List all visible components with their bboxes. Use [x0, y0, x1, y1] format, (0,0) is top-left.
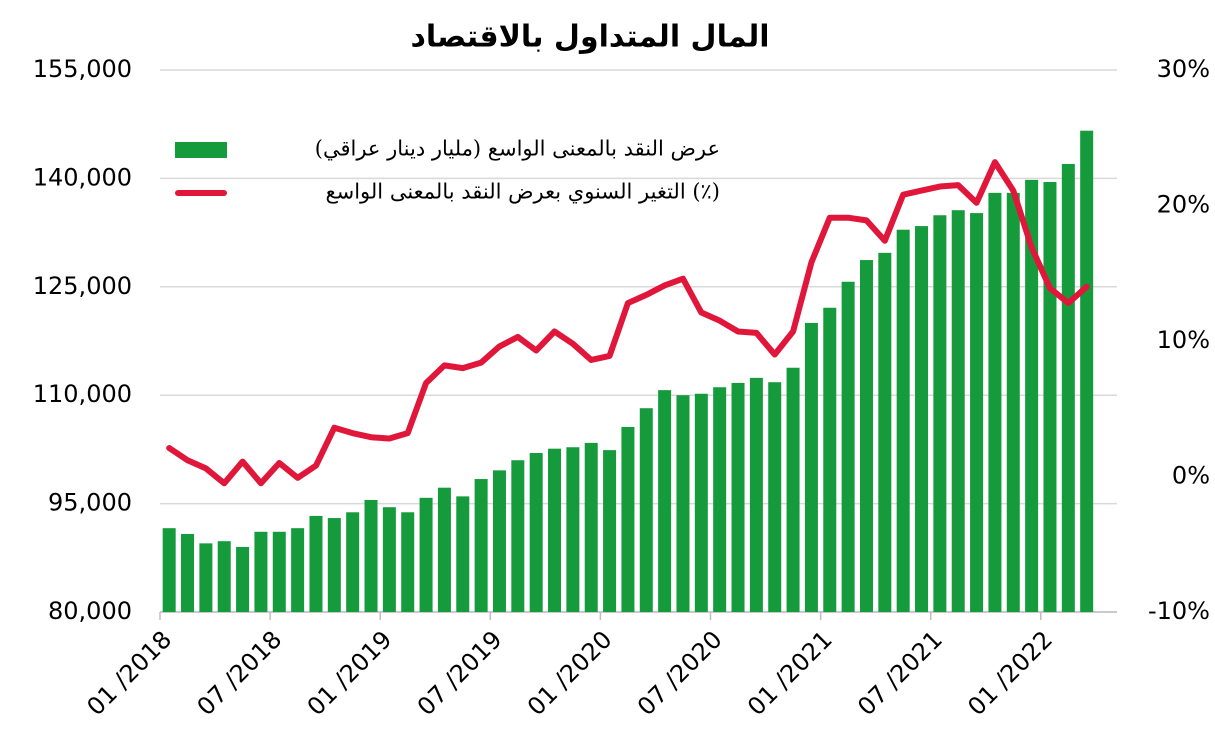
bar	[382, 507, 396, 612]
bar	[603, 450, 617, 612]
bar	[749, 377, 763, 612]
x-tick-label: 07 /2019	[412, 625, 508, 721]
bar	[291, 528, 305, 612]
y2-tick-label: 10%	[1157, 326, 1210, 354]
bar	[1080, 130, 1094, 613]
bar	[254, 531, 268, 612]
x-tick-label: 07 /2021	[852, 625, 948, 721]
bar	[346, 512, 360, 612]
y2-tick-label: -10%	[1148, 597, 1210, 625]
bar	[951, 210, 965, 612]
bar	[804, 322, 818, 612]
y-tick-label: 125,000	[33, 272, 132, 300]
legend-swatch	[175, 142, 227, 158]
y-tick-label: 140,000	[33, 163, 132, 191]
y-tick-label: 155,000	[33, 55, 132, 83]
bar	[786, 367, 800, 612]
bar	[327, 518, 341, 612]
bar	[713, 387, 727, 612]
bar	[437, 487, 451, 612]
bar	[272, 531, 286, 612]
x-tick-label: 07 /2020	[632, 625, 728, 721]
bar	[823, 307, 837, 612]
bar	[566, 447, 580, 612]
bar	[1025, 179, 1039, 612]
bar	[419, 497, 433, 612]
bar	[621, 426, 635, 612]
bar	[841, 281, 855, 612]
bar	[548, 448, 562, 612]
bar	[878, 252, 892, 613]
x-tick-label: 01 /2019	[302, 625, 398, 721]
bar	[731, 382, 745, 612]
y-tick-label: 95,000	[48, 489, 132, 517]
y-tick-label: 80,000	[48, 597, 132, 625]
line	[166, 159, 1090, 487]
bar	[1061, 163, 1075, 613]
x-tick-label: 01 /2021	[742, 625, 838, 721]
bar	[364, 499, 378, 612]
y2-tick-label: 0%	[1172, 462, 1210, 490]
bar	[896, 229, 910, 612]
bar	[1006, 192, 1020, 612]
y2-tick-label: 30%	[1157, 55, 1210, 83]
bar	[181, 533, 195, 612]
bar	[933, 215, 947, 613]
x-tick-label: 07 /2018	[192, 625, 288, 721]
bar	[694, 393, 708, 612]
bar	[658, 390, 672, 612]
bar	[988, 192, 1002, 612]
bar	[492, 470, 506, 612]
bar	[217, 541, 231, 612]
bar	[970, 213, 984, 612]
y2-tick-label: 20%	[1157, 191, 1210, 219]
bar	[511, 460, 525, 612]
bar	[401, 512, 415, 612]
bar	[456, 496, 470, 612]
bar	[529, 453, 543, 612]
bar	[309, 515, 323, 612]
bar	[768, 382, 782, 612]
legend-label: عرض النقد بالمعنى الواسع (مليار دينار عر…	[315, 137, 720, 162]
chart-title: المال المتداول بالاقتصاد	[410, 20, 769, 55]
bar	[162, 528, 176, 612]
x-tick-label: 01 /2020	[522, 625, 618, 721]
bar	[676, 395, 690, 612]
bar	[474, 479, 488, 612]
bar	[584, 442, 598, 612]
legend-label: التغير السنوي بعرض النقد بالمعنى الواسع …	[325, 180, 720, 205]
bar	[199, 543, 213, 612]
bar	[1043, 182, 1057, 612]
bar	[859, 260, 873, 612]
y-tick-label: 110,000	[33, 380, 132, 408]
x-tick-label: 01 /2018	[81, 625, 177, 721]
x-tick-label: 01 /2022	[962, 625, 1058, 721]
bar	[915, 226, 929, 612]
bar	[236, 546, 250, 612]
bar	[639, 408, 653, 612]
